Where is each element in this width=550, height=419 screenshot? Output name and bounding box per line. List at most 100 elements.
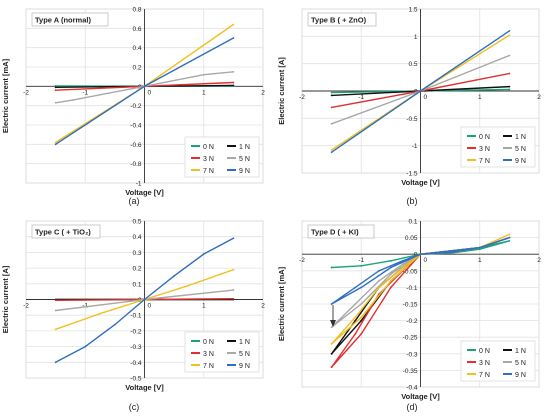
data-point (173, 275, 176, 277)
y-tick-label: -0.4 (130, 123, 142, 130)
data-point (508, 233, 511, 236)
y-tick-label: -0.25 (403, 335, 418, 342)
data-point (54, 361, 57, 364)
title-frame (307, 224, 375, 239)
legend-label: 9 N (239, 168, 250, 175)
panel-caption: (b) (407, 196, 418, 206)
data-point (330, 94, 333, 97)
x-tick-label: -2 (299, 94, 305, 101)
data-point (330, 149, 333, 151)
x-tick-label: 2 (261, 89, 265, 96)
y-tick-label: 0.2 (132, 65, 141, 72)
data-point (354, 316, 357, 319)
x-tick-label: 0 (424, 94, 428, 101)
x-tick-label: 0 (148, 89, 152, 96)
data-point (401, 259, 404, 262)
x-tick-label: -1 (82, 89, 88, 96)
legend-label: 7 N (479, 372, 490, 379)
series-line-9n (331, 236, 511, 305)
legend-label: 1 N (515, 134, 526, 141)
x-tick-label: -2 (299, 257, 305, 264)
data-point (378, 286, 380, 289)
legend-label: 1 N (515, 348, 526, 355)
x-tick-label: -1 (358, 257, 364, 264)
legend: 0 N 1 N 3 N 5 N 7 N 9 N (184, 136, 260, 178)
legend-label: 1 N (239, 339, 250, 346)
x-tick-label: 0 (424, 257, 428, 264)
data-point (54, 143, 57, 146)
data-point (360, 286, 363, 289)
data-point (330, 122, 333, 125)
y-tick-label: 1.5 (408, 7, 417, 14)
y-tick-label: 1 (414, 34, 418, 41)
data-point (330, 91, 333, 94)
series-line-7n (331, 233, 511, 345)
y-axis-title: Electric current [mA] (1, 58, 10, 133)
chart-panel-1: -1-0.8-0.6-0.4-0.200.20.40.60.8-2 -1 0 1 2Ty… (1, 7, 265, 198)
y-tick-label: -0.4 (130, 360, 142, 367)
legend-label: 3 N (479, 146, 490, 153)
y-tick-label: -0.3 (406, 351, 418, 358)
data-point (54, 328, 57, 331)
data-point (508, 34, 511, 37)
data-point (232, 81, 235, 84)
legend-label: 9 N (239, 363, 250, 370)
y-axis-title: Electric current [A] (277, 57, 286, 125)
arrow-annotation (330, 305, 336, 327)
data-point (330, 303, 333, 305)
data-point (54, 309, 57, 312)
x-axis-title: Voltage [V] (401, 178, 440, 187)
data-point (232, 70, 235, 73)
legend-label: 0 N (479, 348, 490, 355)
legend-label: 5 N (515, 146, 526, 153)
y-tick-label: 0.4 (132, 45, 141, 52)
data-point (54, 141, 57, 144)
data-point (389, 259, 392, 262)
y-tick-label: 0.2 (132, 266, 141, 273)
x-axis-title: Voltage [V] (401, 392, 440, 401)
panel-caption: (c) (129, 402, 140, 412)
y-tick-label: -0.6 (130, 142, 142, 149)
data-point (330, 342, 333, 345)
x-tick-label: 1 (202, 89, 206, 96)
data-point (389, 273, 392, 276)
data-point (84, 345, 87, 348)
y-tick-label: -0.8 (130, 161, 142, 168)
data-point (113, 323, 116, 326)
legend: 0 N 1 N 3 N 5 N 7 N 9 N (460, 126, 536, 168)
data-point (389, 286, 392, 289)
data-point (99, 312, 101, 315)
data-point (354, 319, 357, 322)
legend-label: 1 N (239, 144, 250, 151)
data-point (449, 251, 452, 254)
data-point (232, 37, 235, 39)
x-tick-label: -2 (23, 89, 29, 96)
y-axis-title: Electric current [mA] (277, 266, 286, 341)
y-tick-label: -1 (136, 181, 142, 188)
legend-label: 7 N (479, 158, 490, 165)
panel-caption: (d) (407, 402, 418, 412)
data-point (54, 86, 57, 89)
x-axis-title: Voltage [V] (125, 188, 164, 197)
chart-title: Type A (normal) (35, 16, 91, 25)
y-tick-label: 0.4 (132, 234, 141, 241)
data-point (360, 319, 363, 322)
chart-panel-4: -0.4 -0.35 -0.3 -0.25 -0.2 -0.15 -0.1 -0.05 0 0.0… (277, 219, 541, 402)
y-tick-label: -0.4 (406, 385, 418, 392)
data-point (54, 84, 57, 87)
x-tick-label: 2 (537, 94, 541, 101)
data-point (354, 332, 357, 335)
data-point (508, 88, 511, 91)
data-point (389, 279, 392, 282)
data-point (478, 248, 481, 251)
chart-title-box: Type B ( + ZnO) (307, 12, 377, 27)
data-point (354, 286, 357, 289)
y-tick-label: -0.1 (130, 313, 142, 320)
panel-caption: (a) (129, 196, 140, 206)
data-point (232, 268, 235, 271)
x-tick-label: -2 (23, 303, 29, 310)
x-tick-label: 2 (261, 303, 265, 310)
data-point (378, 279, 380, 282)
